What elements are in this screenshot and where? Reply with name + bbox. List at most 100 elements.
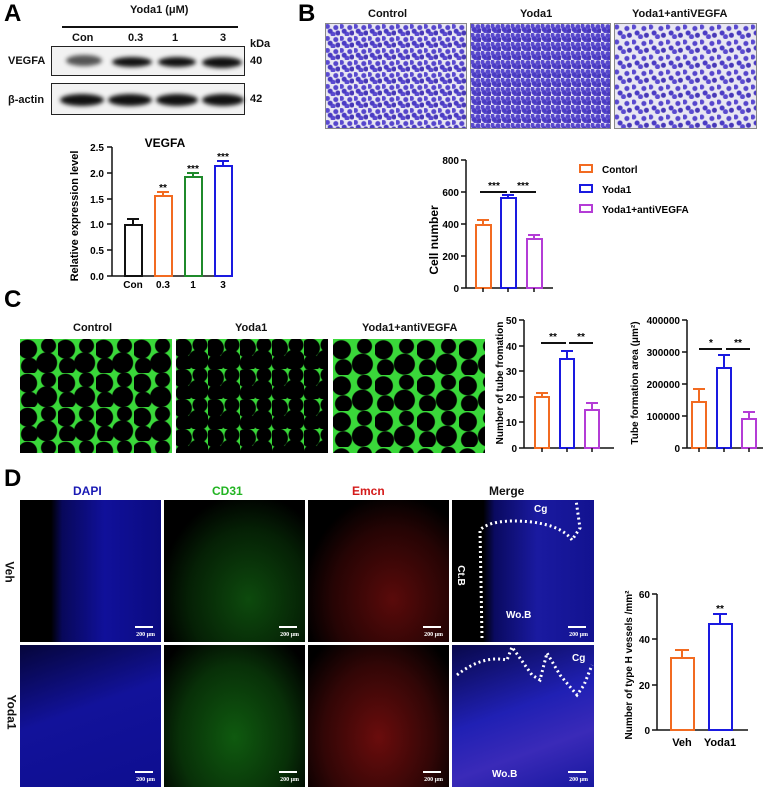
svg-text:Tube formation area (μm²): Tube formation area (μm²) (630, 321, 641, 444)
svg-text:1: 1 (190, 280, 196, 290)
svg-text:20: 20 (639, 681, 651, 692)
blot-label-actin: β-actin (8, 94, 45, 106)
svg-text:0: 0 (453, 284, 459, 295)
svg-text:**: ** (577, 332, 585, 343)
svg-text:***: *** (488, 181, 500, 192)
image-title: Yoda1 (520, 8, 553, 20)
svg-text:2.5: 2.5 (90, 143, 104, 154)
svg-text:2.0: 2.0 (90, 169, 104, 180)
svg-text:**: ** (159, 183, 167, 194)
lane-label: Con (72, 32, 94, 44)
svg-text:Number of type H vessels /mm²: Number of type H vessels /mm² (624, 590, 635, 740)
panel-label-b: B (298, 0, 316, 27)
fluor-image-cd31-veh: 200 μm (164, 500, 305, 642)
transwell-image-yoda1-antivegfa (614, 23, 757, 129)
annotation-wob: Wo.B (492, 769, 518, 780)
panel-label-c: C (4, 286, 22, 313)
fluor-image-merge-yoda1: Cg Wo.B 200 μm (452, 645, 594, 787)
treatment-header: Yoda1 (μM) (130, 4, 189, 16)
svg-text:***: *** (217, 152, 229, 163)
image-title: Yoda1+antiVEGFA (632, 8, 728, 20)
fluor-image-emcn-veh: 200 μm (308, 500, 449, 642)
svg-text:0.3: 0.3 (156, 280, 170, 290)
svg-text:Number of tube fromation: Number of tube fromation (495, 322, 506, 445)
chart-c-tube-area: Tube formation area (μm²) 0 100000 20000… (630, 316, 763, 455)
treatment-line (62, 26, 238, 28)
svg-text:***: *** (517, 181, 529, 192)
annotation-wob: Wo.B (506, 610, 532, 621)
svg-text:0: 0 (674, 444, 680, 455)
row-label-veh: Veh (2, 561, 17, 583)
svg-text:100000: 100000 (647, 412, 681, 423)
svg-text:Contorl: Contorl (602, 165, 638, 176)
lane-label: 0.3 (128, 32, 144, 44)
chart-a-vegfa-expression: VEGFA Relative expression level 0.0 0.5 … (69, 136, 233, 290)
svg-text:Veh: Veh (672, 737, 692, 749)
row-label-yoda1: Yoda1 (4, 694, 19, 730)
annotation-cg: Cg (572, 653, 586, 664)
channel-title-emcn: Emcn (352, 484, 385, 498)
fluor-image-cd31-yoda1: 200 μm (164, 645, 305, 787)
tube-image-control (20, 339, 172, 453)
svg-text:50: 50 (506, 316, 518, 327)
chart-d-type-h-vessels: Number of type H vessels /mm² 0 20 40 60… (624, 590, 748, 749)
svg-text:300000: 300000 (647, 348, 681, 359)
fluor-image-emcn-yoda1: 200 μm (308, 645, 449, 787)
chart-title: VEGFA (145, 136, 186, 150)
svg-text:20: 20 (506, 393, 518, 404)
svg-text:**: ** (734, 338, 742, 349)
svg-text:30: 30 (506, 367, 518, 378)
svg-text:200000: 200000 (647, 380, 681, 391)
svg-text:600: 600 (442, 188, 459, 199)
blot-label-vegfa: VEGFA (8, 55, 46, 67)
transwell-image-yoda1 (470, 23, 611, 129)
svg-text:**: ** (716, 604, 724, 615)
svg-text:Yoda1: Yoda1 (602, 185, 632, 196)
svg-text:1.5: 1.5 (90, 195, 104, 206)
annotation-cg: Cg (534, 504, 548, 515)
svg-text:Yoda1+antiVEGFA: Yoda1+antiVEGFA (602, 205, 689, 216)
svg-text:0.5: 0.5 (90, 246, 104, 257)
svg-text:0: 0 (644, 726, 650, 737)
channel-title-dapi: DAPI (73, 484, 102, 498)
svg-text:Cell number: Cell number (427, 205, 441, 275)
channel-title-merge: Merge (489, 484, 525, 498)
kda-value: 40 (250, 55, 263, 67)
image-title: Yoda1+antiVEGFA (362, 322, 458, 334)
fluor-image-dapi-yoda1: 200 μm (20, 645, 161, 787)
western-blot-actin (51, 83, 245, 115)
svg-text:**: ** (549, 332, 557, 343)
legend: Contorl Yoda1 Yoda1+antiVEGFA (579, 164, 689, 216)
svg-text:Con: Con (123, 280, 142, 290)
svg-text:0: 0 (511, 444, 517, 455)
svg-text:40: 40 (506, 342, 518, 353)
svg-text:***: *** (187, 164, 199, 175)
image-title: Yoda1 (235, 322, 268, 334)
fluor-image-merge-veh: Cg Ct.B Wo.B 200 μm (452, 500, 594, 642)
svg-text:Yoda1: Yoda1 (704, 737, 736, 749)
svg-text:10: 10 (506, 418, 518, 429)
svg-text:*: * (709, 338, 713, 349)
kda-value: 42 (250, 93, 263, 105)
svg-text:60: 60 (639, 590, 651, 601)
kda-label: kDa (250, 38, 271, 50)
panel-label-d: D (4, 465, 22, 492)
chart-c-tube-number: Number of tube fromation 0 10 20 30 40 5… (495, 316, 614, 455)
fluor-image-dapi-veh: 200 μm (20, 500, 161, 642)
tube-image-yoda1-antivegfa (333, 339, 485, 453)
western-blot-vegfa (51, 46, 245, 76)
lane-label: 3 (220, 32, 227, 44)
svg-text:40: 40 (639, 635, 651, 646)
channel-title-cd31: CD31 (212, 484, 243, 498)
image-title: Control (73, 322, 113, 334)
svg-text:400: 400 (442, 220, 459, 231)
svg-text:800: 800 (442, 156, 459, 167)
panel-label-a: A (4, 0, 22, 27)
lane-label: 1 (172, 32, 179, 44)
image-title: Control (368, 8, 408, 20)
svg-text:200: 200 (442, 252, 459, 263)
svg-text:1.0: 1.0 (90, 220, 104, 231)
y-axis-label: Relative expression level (69, 151, 81, 282)
annotation-ctb: Ct.B (454, 565, 466, 586)
svg-text:0.0: 0.0 (90, 272, 104, 283)
